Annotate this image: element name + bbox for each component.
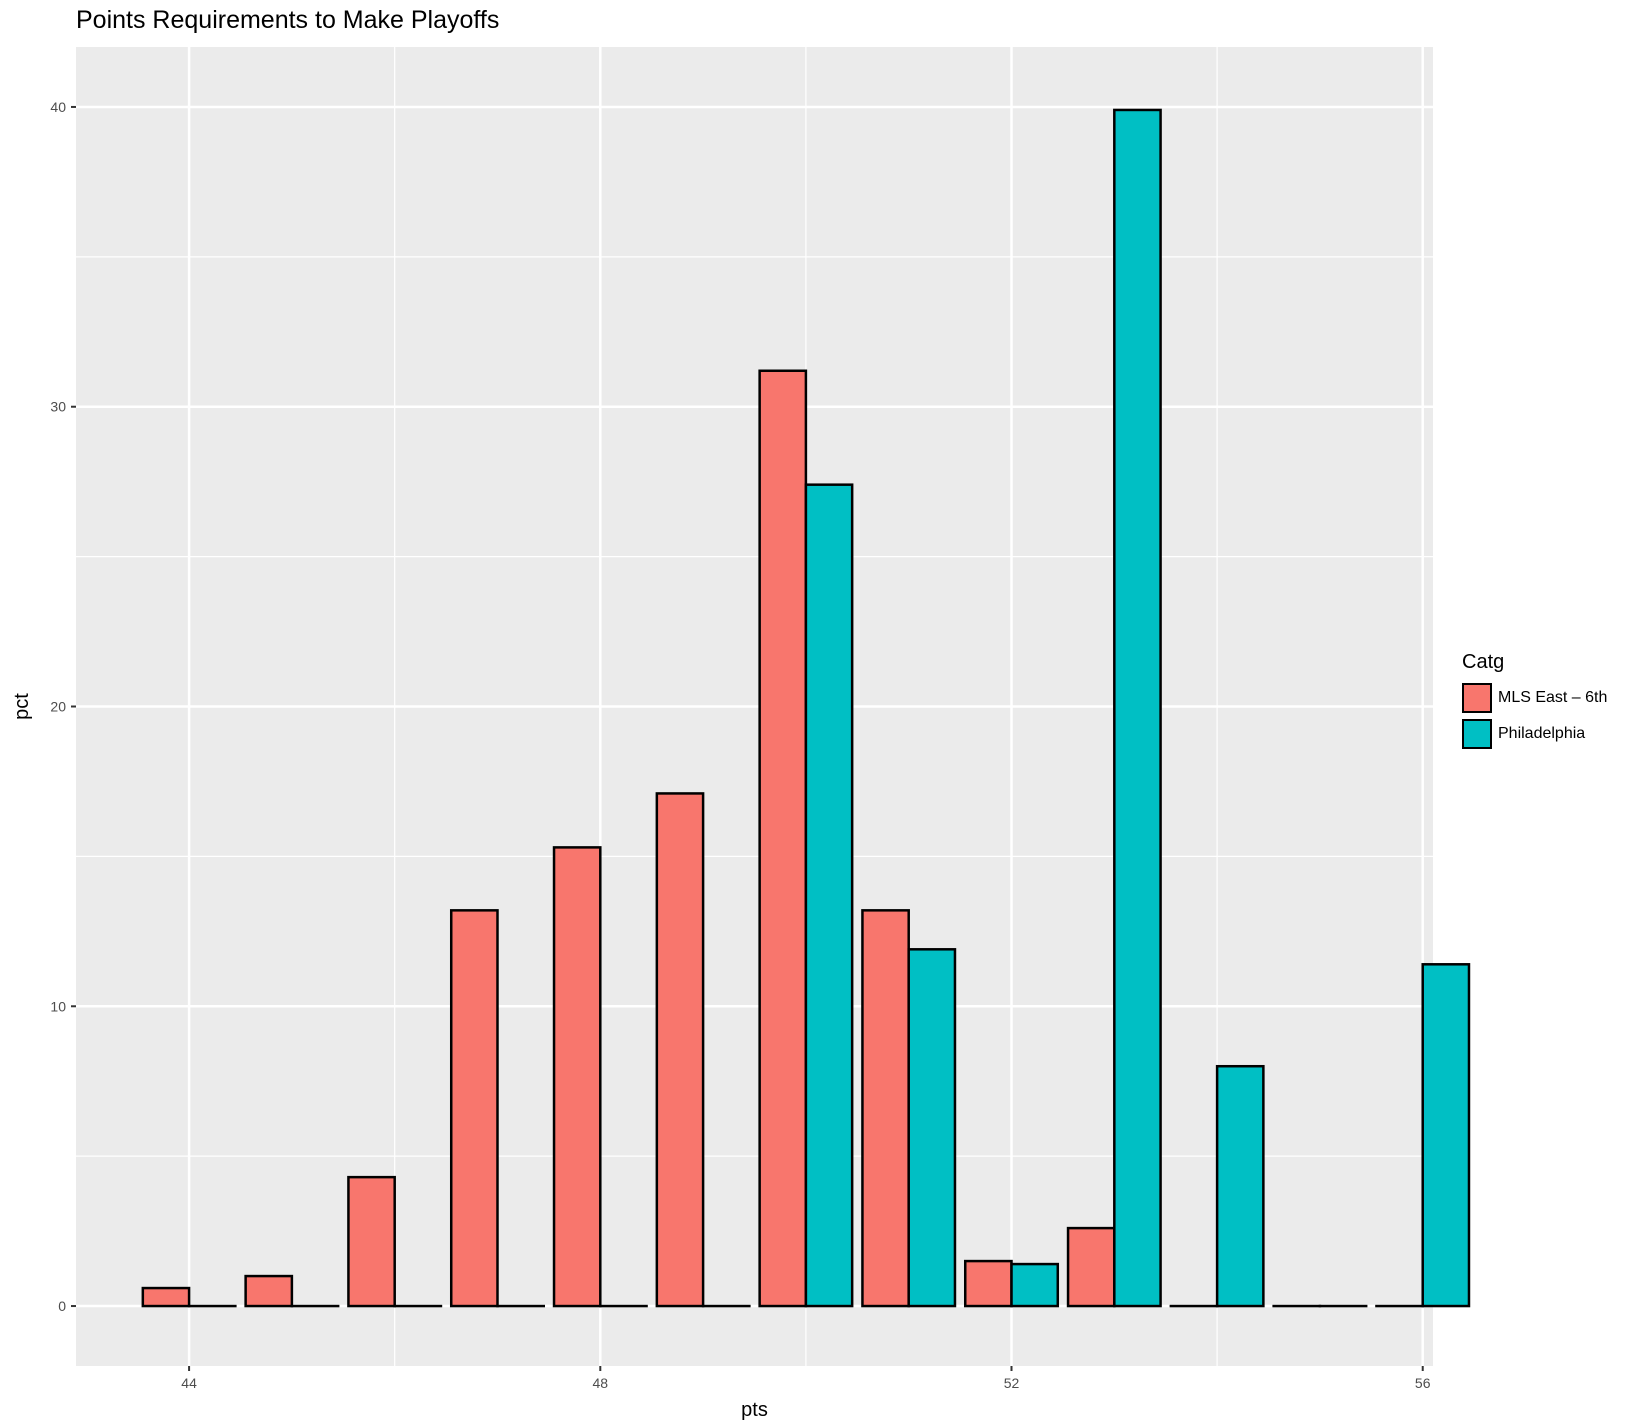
legend-key-philadelphia — [1462, 719, 1492, 749]
legend-key-mls-east — [1462, 683, 1492, 713]
x-tick-label: 44 — [181, 1375, 197, 1391]
legend-item-philadelphia: Philadelphia — [1462, 716, 1607, 752]
y-axis: 0 10 20 30 40 — [50, 99, 76, 1314]
bar-mls-east-49 — [655, 792, 705, 1308]
y-tick-label: 40 — [50, 99, 66, 115]
legend-title: Catg — [1462, 651, 1505, 673]
major-gridlines — [76, 47, 1433, 1366]
y-tick-label: 30 — [50, 399, 66, 415]
y-tick-label: 10 — [50, 998, 66, 1014]
bar-mls-east-51 — [861, 909, 910, 1308]
bar-mls-east-44 — [141, 1286, 191, 1308]
legend-label-philadelphia: Philadelphia — [1498, 725, 1586, 742]
x-axis: 44 48 52 56 — [181, 1366, 1431, 1391]
bar-philadelphia-54 — [1215, 1064, 1265, 1308]
x-axis-title: pts — [741, 1399, 768, 1421]
bar-mls-east-53 — [1066, 1226, 1116, 1308]
bar-philadelphia-50 — [804, 483, 854, 1308]
x-tick-label: 52 — [1004, 1375, 1020, 1391]
bar-philadelphia-53 — [1113, 108, 1162, 1308]
bar-mls-east-50 — [758, 369, 808, 1308]
bar-mls-east-52 — [963, 1259, 1013, 1308]
bar-mls-east-48 — [552, 846, 602, 1308]
x-tick-label: 48 — [593, 1375, 609, 1391]
y-tick-label: 20 — [50, 699, 66, 715]
bar-philadelphia-52 — [1010, 1262, 1060, 1308]
bars — [141, 108, 1471, 1308]
legend-label-mls-east: MLS East – 6th — [1498, 689, 1608, 706]
chart-title: Points Requirements to Make Playoffs — [76, 6, 500, 34]
bar-mls-east-45 — [244, 1274, 294, 1308]
bar-philadelphia-56 — [1421, 963, 1471, 1308]
x-tick-label: 56 — [1415, 1375, 1431, 1391]
y-axis-title: pct — [11, 693, 33, 720]
bar-philadelphia-51 — [907, 948, 957, 1308]
bar-mls-east-46 — [347, 1175, 396, 1308]
y-tick-label: 0 — [58, 1298, 66, 1314]
legend: Catg MLS East – 6th Philadelphia — [1462, 651, 1607, 752]
legend-item-mls-east: MLS East – 6th — [1462, 680, 1607, 716]
bar-mls-east-47 — [449, 909, 499, 1308]
